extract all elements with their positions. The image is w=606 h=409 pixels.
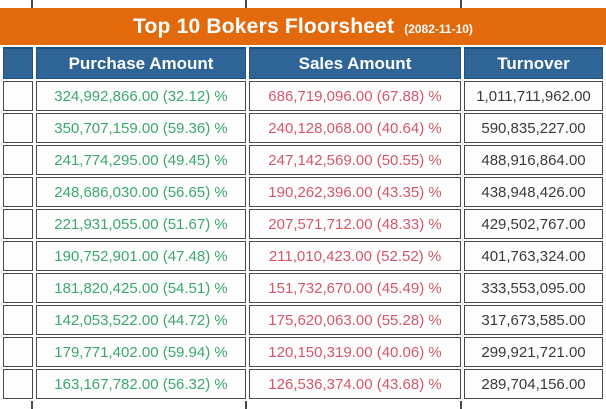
turnover-cell: 438,948,426.00	[464, 177, 603, 207]
table-row: 179,771,402.00 (59.94) % 120,150,319.00 …	[3, 337, 603, 367]
header-row: Purchase Amount Sales Amount Turnover	[3, 47, 603, 79]
table-row: 181,820,425.00 (54.51) % 151,732,670.00 …	[3, 273, 603, 303]
purchase-amount-cell: 163,167,782.00 (56.32) %	[36, 369, 246, 399]
sales-amount-cell: 175,620,063.00 (55.28) %	[249, 305, 461, 335]
sales-amount-cell: 247,142,569.00 (50.55) %	[249, 145, 461, 175]
purchase-amount-cell: 181,820,425.00 (54.51) %	[36, 273, 246, 303]
purchase-amount-cell: 142,053,522.00 (44.72) %	[36, 305, 246, 335]
sales-amount-cell: 207,571,712.00 (48.33) %	[249, 209, 461, 239]
broker-cell	[3, 241, 33, 271]
broker-cell	[3, 369, 33, 399]
broker-cell	[3, 113, 33, 143]
purchase-amount-cell: 221,931,055.00 (51.67) %	[36, 209, 246, 239]
purchase-amount-cell: 350,707,159.00 (59.36) %	[36, 113, 246, 143]
purchase-amount-cell: 241,774,295.00 (49.45) %	[36, 145, 246, 175]
floorsheet-table: Purchase Amount Sales Amount Turnover 32…	[0, 45, 606, 401]
turnover-cell: 429,502,767.00	[464, 209, 603, 239]
sales-amount-cell: 211,010,423.00 (52.52) %	[249, 241, 461, 271]
broker-cell	[3, 81, 33, 111]
turnover-cell: 488,916,864.00	[464, 145, 603, 175]
report-date: (2082-11-10)	[404, 22, 473, 36]
purchase-amount-cell: 179,771,402.00 (59.94) %	[36, 337, 246, 367]
table-row: 324,992,866.00 (32.12) % 686,719,096.00 …	[3, 81, 603, 111]
broker-cell	[3, 145, 33, 175]
table-row: 221,931,055.00 (51.67) % 207,571,712.00 …	[3, 209, 603, 239]
grid-divider	[245, 401, 247, 409]
turnover-cell: 299,921,721.00	[464, 337, 603, 367]
table-row: 190,752,901.00 (47.48) % 211,010,423.00 …	[3, 241, 603, 271]
header-sales-amount: Sales Amount	[249, 47, 461, 79]
header-purchase-amount: Purchase Amount	[36, 47, 246, 79]
turnover-cell: 1,011,711,962.00	[464, 81, 603, 111]
broker-cell	[3, 209, 33, 239]
header-turnover: Turnover	[464, 47, 603, 79]
top-grid-strip	[0, 0, 606, 8]
broker-cell	[3, 305, 33, 335]
title-banner: Top 10 Bokers Floorsheet (2082-11-10)	[0, 8, 606, 45]
turnover-cell: 317,673,585.00	[464, 305, 603, 335]
table-row: 163,167,782.00 (56.32) % 126,536,374.00 …	[3, 369, 603, 399]
sales-amount-cell: 686,719,096.00 (67.88) %	[249, 81, 461, 111]
turnover-cell: 401,763,324.00	[464, 241, 603, 271]
page-title: Top 10 Bokers Floorsheet	[133, 14, 395, 38]
purchase-amount-cell: 190,752,901.00 (47.48) %	[36, 241, 246, 271]
table-row: 248,686,030.00 (56.65) % 190,262,396.00 …	[3, 177, 603, 207]
grid-divider	[460, 0, 462, 8]
grid-divider	[31, 0, 33, 8]
grid-divider	[31, 401, 33, 409]
table-row: 142,053,522.00 (44.72) % 175,620,063.00 …	[3, 305, 603, 335]
table-row: 241,774,295.00 (49.45) % 247,142,569.00 …	[3, 145, 603, 175]
turnover-cell: 333,553,095.00	[464, 273, 603, 303]
sales-amount-cell: 151,732,670.00 (45.49) %	[249, 273, 461, 303]
broker-cell	[3, 177, 33, 207]
sales-amount-cell: 126,536,374.00 (43.68) %	[249, 369, 461, 399]
turnover-cell: 590,835,227.00	[464, 113, 603, 143]
sales-amount-cell: 120,150,319.00 (40.06) %	[249, 337, 461, 367]
broker-cell	[3, 273, 33, 303]
purchase-amount-cell: 248,686,030.00 (56.65) %	[36, 177, 246, 207]
purchase-amount-cell: 324,992,866.00 (32.12) %	[36, 81, 246, 111]
table-row: 350,707,159.00 (59.36) % 240,128,068.00 …	[3, 113, 603, 143]
turnover-cell: 289,704,156.00	[464, 369, 603, 399]
broker-cell	[3, 337, 33, 367]
grid-divider	[245, 0, 247, 8]
header-broker	[3, 47, 33, 79]
sales-amount-cell: 240,128,068.00 (40.64) %	[249, 113, 461, 143]
grid-divider	[460, 401, 462, 409]
sales-amount-cell: 190,262,396.00 (43.35) %	[249, 177, 461, 207]
bottom-grid-strip	[0, 401, 606, 409]
